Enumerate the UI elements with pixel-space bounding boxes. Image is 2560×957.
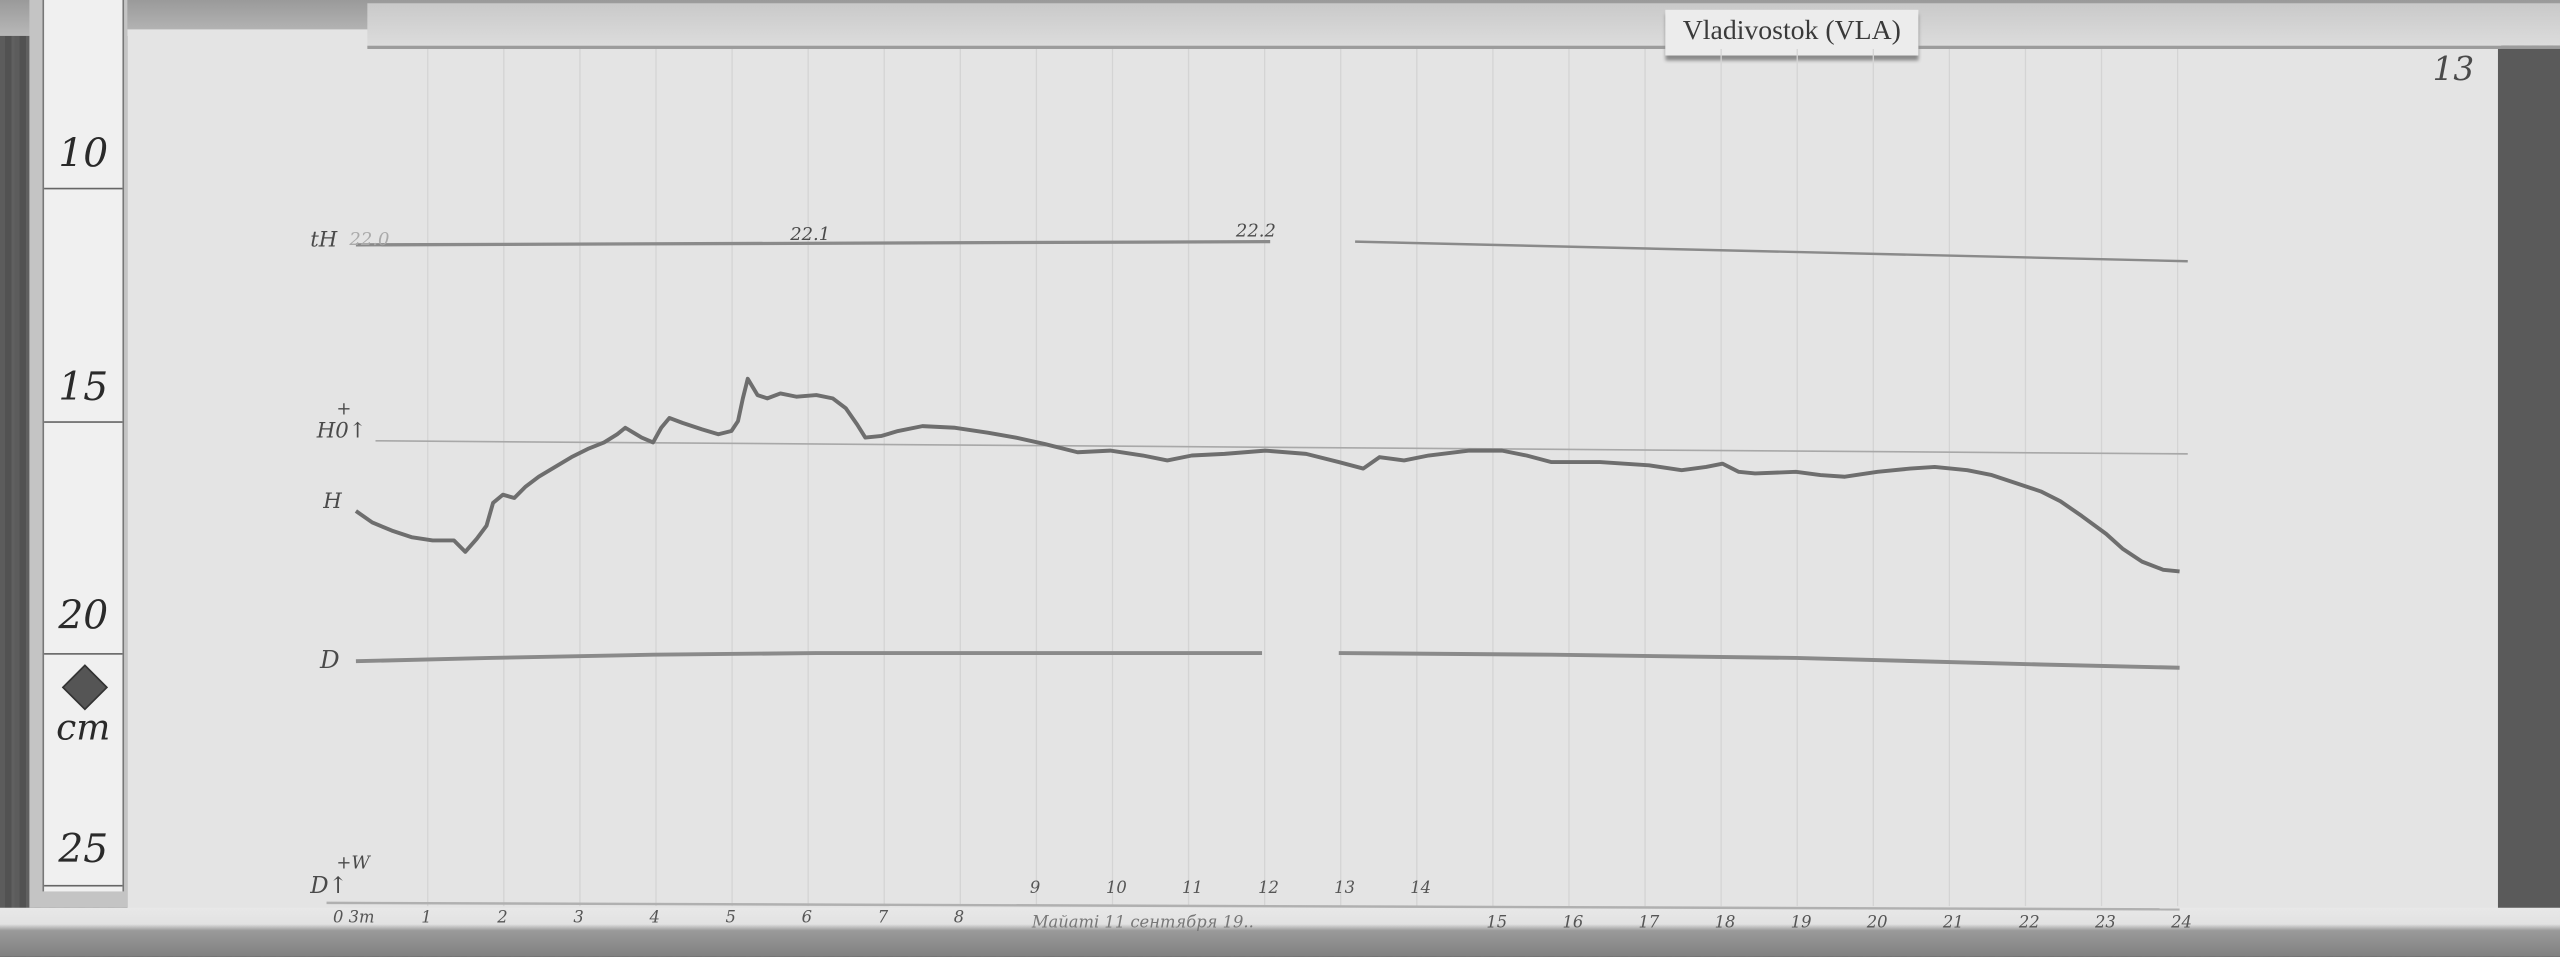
ruler-divider: [44, 653, 123, 655]
hour-label: 3: [573, 909, 584, 928]
hour-gridlines: [427, 48, 2179, 907]
d-axis-sign: +W: [336, 852, 370, 874]
hour-label: 1: [421, 909, 432, 928]
date-note: Майami 11 сентября 19..: [1031, 914, 1254, 933]
hour-label: 21: [1942, 914, 1964, 933]
ruler-mark-20: 20: [58, 592, 109, 639]
right-frame: [2497, 48, 2560, 931]
hour-label: 4: [649, 909, 660, 928]
h-baseline-label: H0↑: [316, 419, 367, 445]
hour-label: 19: [1790, 914, 1812, 933]
hour-label: 18: [1714, 914, 1736, 933]
paper-sheet: [127, 29, 2502, 928]
hour-label: 22: [2018, 914, 2040, 933]
temperature-trace-1: [355, 239, 1271, 247]
d-label: D: [319, 644, 340, 675]
temperature-trace-2: [1355, 240, 2188, 263]
ruler-unit: cm: [56, 708, 111, 750]
time-start-label: 0 3m: [333, 909, 375, 928]
hour-label: 15: [1486, 914, 1508, 933]
hour-label: 14: [1410, 879, 1432, 898]
ruler-divider: [44, 421, 123, 423]
ruler-mark-25: 25: [58, 826, 109, 872]
ruler-divider: [44, 884, 123, 887]
hour-label: 20: [1866, 914, 1888, 933]
ruler-mark-10: 10: [58, 130, 109, 177]
hour-label: 8: [953, 909, 965, 928]
hour-label: 6: [801, 909, 813, 928]
hour-label: 23: [2094, 914, 2116, 933]
h-baseline-sign: +: [336, 398, 352, 420]
hour-label: 10: [1105, 879, 1127, 898]
h-trace: [354, 376, 2180, 574]
d-trace: [355, 651, 1263, 664]
d-axis-label: D↑: [310, 873, 348, 900]
temperature-reading-3: 22.2: [1235, 220, 1276, 242]
hour-label: 17: [1638, 914, 1660, 933]
hour-label: 2: [497, 909, 508, 928]
hour-label: 16: [1562, 914, 1584, 933]
temperature-reading-2: 22.1: [790, 223, 831, 245]
hour-label: 13: [1334, 879, 1355, 898]
h-baseline: [375, 439, 2188, 455]
temperature-reading-1: 22.0: [349, 228, 390, 250]
sheet-number: 13: [2432, 48, 2475, 89]
temperature-label: tH: [310, 228, 338, 254]
hour-label: 9: [1029, 879, 1041, 898]
hour-label: 11: [1182, 879, 1203, 898]
time-baseline: [326, 901, 2180, 911]
h-label: H: [323, 489, 342, 515]
ruler-mark-15: 15: [58, 364, 109, 410]
d-trace-2: [1338, 651, 2180, 670]
plastic-cover-strip: [367, 3, 2560, 49]
hour-label: 5: [725, 909, 736, 928]
bottom-frame: [0, 907, 2560, 957]
ruler-divider: [44, 187, 123, 190]
centimeter-ruler: 10 15 20 cm 25: [42, 0, 125, 892]
hour-label: 24: [2171, 914, 2192, 933]
station-label: Vladivostok (VLA): [1665, 9, 1919, 56]
hour-label: 12: [1258, 879, 1279, 898]
hour-label: 7: [877, 909, 889, 928]
